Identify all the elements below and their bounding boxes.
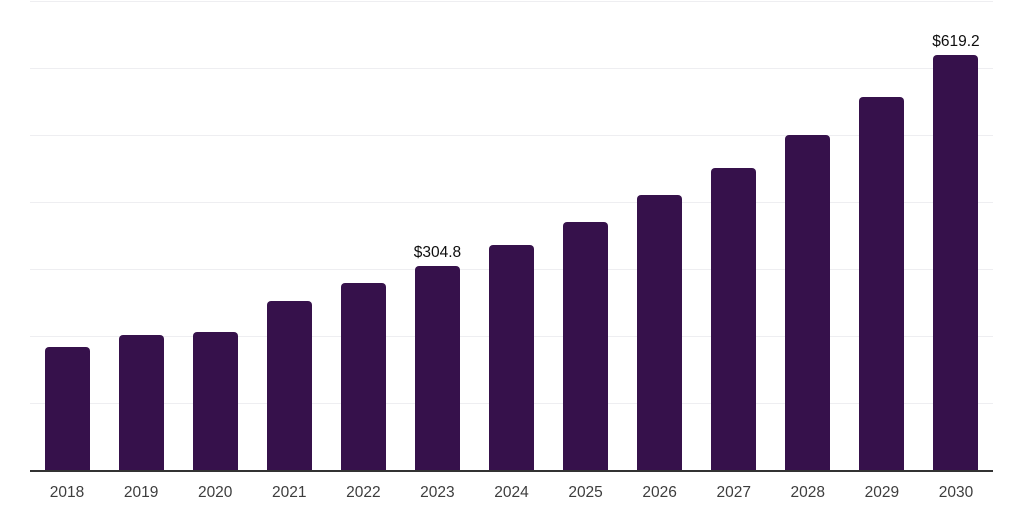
x-tick-label-2028: 2028 <box>790 484 826 501</box>
gridline <box>30 68 993 69</box>
bar-2021[interactable] <box>266 301 312 470</box>
bar-value-label-2023: $304.8 <box>413 243 462 261</box>
bar-2025[interactable] <box>563 221 609 470</box>
x-tick-label-2019: 2019 <box>123 484 159 501</box>
x-tick-label-2029: 2029 <box>864 484 900 501</box>
bar-2026[interactable] <box>637 194 683 470</box>
x-tick-label-2021: 2021 <box>272 484 307 501</box>
gridline <box>30 135 993 136</box>
bar-2030[interactable] <box>933 55 979 470</box>
bar-2022[interactable] <box>340 283 386 470</box>
bar-2019[interactable] <box>118 335 164 470</box>
bar-2024[interactable] <box>489 244 534 470</box>
bar-2023[interactable] <box>414 265 460 470</box>
x-tick-label-2030: 2030 <box>938 484 974 501</box>
gridline <box>30 202 993 203</box>
x-tick-label-2025: 2025 <box>568 484 603 501</box>
bar-value-label-2030: $619.2 <box>932 33 980 51</box>
x-axis-line <box>30 470 993 472</box>
x-tick-label-2020: 2020 <box>197 484 233 501</box>
x-tick-label-2018: 2018 <box>49 484 85 501</box>
bar-2028[interactable] <box>785 134 831 470</box>
bar-2027[interactable] <box>711 167 757 470</box>
x-tick-label-2022: 2022 <box>346 484 381 501</box>
x-tick-label-2023: 2023 <box>420 484 455 501</box>
plot-area: $304.8 $619.2 <box>30 0 993 470</box>
bar-2020[interactable] <box>192 331 238 470</box>
x-tick-label-2024: 2024 <box>494 484 529 501</box>
gridline <box>30 1 993 2</box>
x-tick-label-2027: 2027 <box>716 484 751 501</box>
x-tick-label-2026: 2026 <box>642 484 677 501</box>
bar-2018[interactable] <box>44 347 90 470</box>
bar-2029[interactable] <box>859 96 905 470</box>
